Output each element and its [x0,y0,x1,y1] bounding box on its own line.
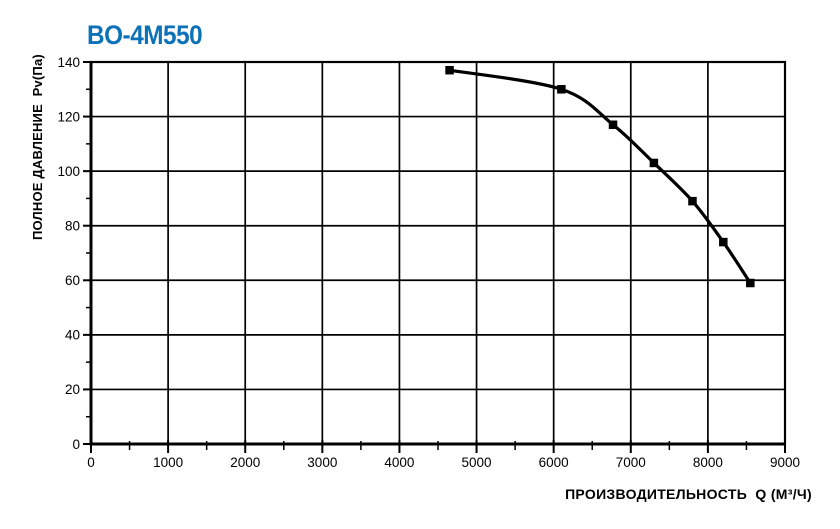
data-point-marker [649,158,659,168]
data-point-marker [719,237,728,247]
x-tick-label: 4000 [384,455,414,470]
x-tick-label: 6000 [539,455,569,470]
x-tick-label: 5000 [462,455,492,470]
x-tick-label: 9000 [770,455,800,470]
x-tick-label: 2000 [230,455,260,470]
x-tick-label: 3000 [307,455,337,470]
data-point-marker [608,120,618,130]
y-tick-label: 100 [57,164,80,179]
y-tick-label: 40 [65,328,80,343]
x-tick-label: 8000 [693,455,723,470]
y-tick-label: 60 [65,273,80,288]
x-axis-label: ПРОИЗВОДИТЕЛЬНОСТЬ Q (М³/Ч) [565,486,812,502]
x-tick-label: 7000 [616,455,646,470]
x-tick-label: 0 [87,455,95,470]
data-point-marker [557,85,566,94]
y-tick-label: 80 [65,219,80,234]
performance-curve [447,68,752,285]
y-tick-label: 0 [72,437,80,452]
y-tick-label: 20 [65,382,80,397]
data-point-marker [688,196,697,206]
chart-title: BO-4M550 [87,20,203,50]
data-point-marker [445,65,454,75]
x-tick-label: 1000 [153,455,183,470]
y-tick-label: 140 [57,55,80,70]
y-tick-label: 120 [57,109,80,124]
data-point-marker [746,278,755,288]
plot-frame [89,60,787,446]
